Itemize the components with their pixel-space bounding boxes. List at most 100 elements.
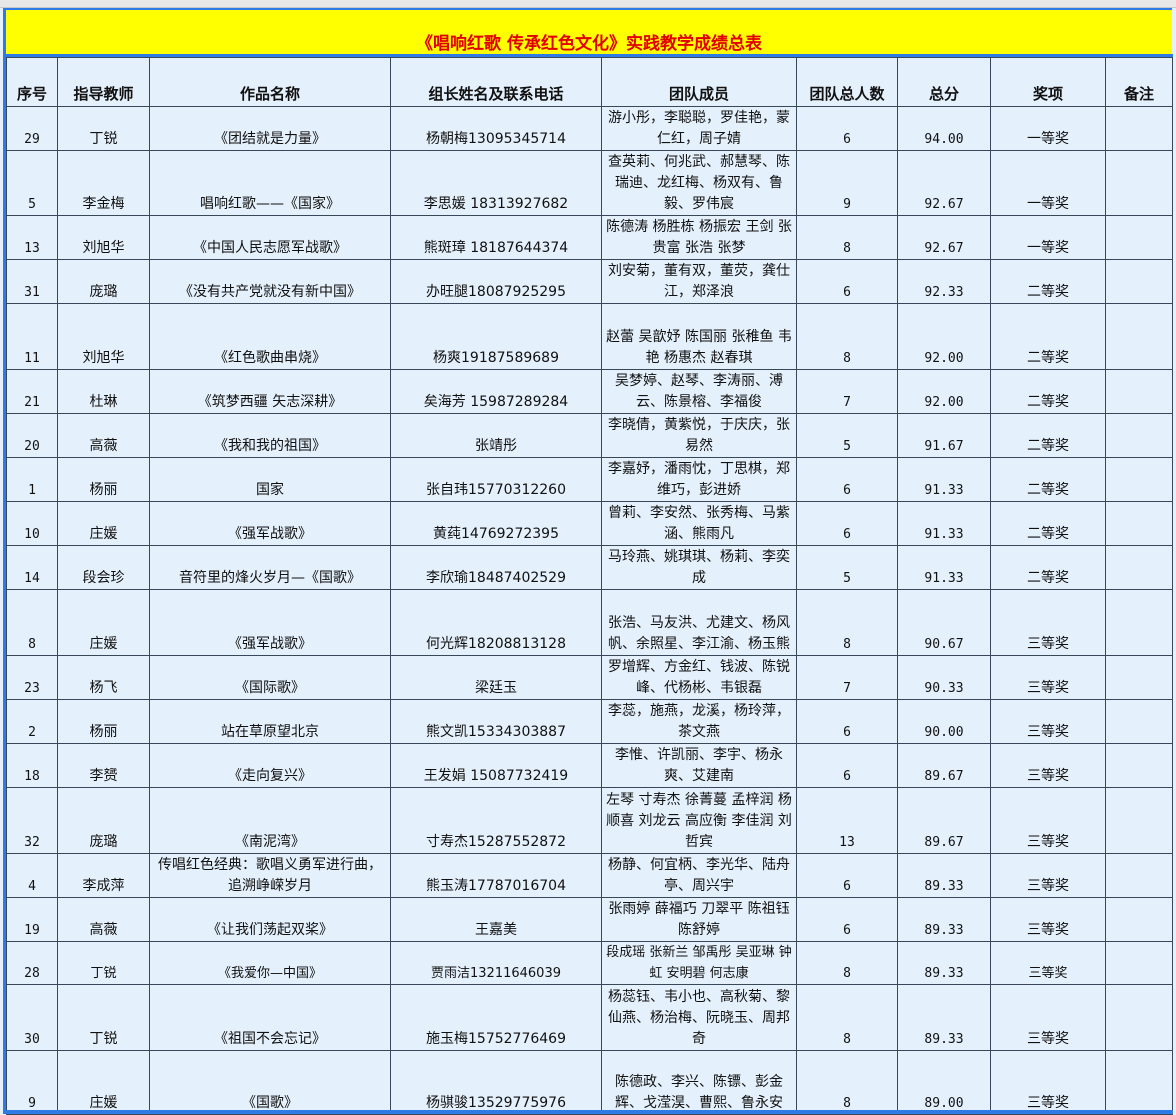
cell-no[interactable]: 28	[6, 941, 58, 985]
cell-teacher[interactable]: 高薇	[57, 897, 150, 942]
cell-score[interactable]: 92.67	[897, 215, 991, 260]
cell-note[interactable]	[1105, 106, 1173, 151]
cell-note[interactable]	[1105, 413, 1173, 458]
cell-members[interactable]: 马玲燕、姚琪琪、杨莉、李奕成	[601, 545, 797, 590]
cell-work[interactable]: 《我爱你—中国》	[149, 941, 391, 985]
cell-count[interactable]: 13	[796, 787, 898, 854]
cell-teacher[interactable]: 杨丽	[57, 699, 150, 744]
cell-work[interactable]: 唱响红歌——《国家》	[149, 150, 391, 216]
cell-teacher[interactable]: 刘旭华	[57, 303, 150, 370]
cell-leader[interactable]: 熊斑璋 18187644374	[390, 215, 602, 260]
cell-score[interactable]: 89.33	[897, 984, 991, 1051]
cell-count[interactable]: 9	[796, 150, 898, 216]
cell-note[interactable]	[1105, 743, 1173, 788]
cell-members[interactable]: 李嘉妤，潘雨忱，丁思棋，郑维巧，彭进娇	[601, 457, 797, 502]
cell-count[interactable]: 6	[796, 457, 898, 502]
cell-count[interactable]: 7	[796, 655, 898, 700]
cell-count[interactable]: 5	[796, 413, 898, 458]
cell-award[interactable]: 三等奖	[990, 1050, 1106, 1115]
cell-no[interactable]: 30	[6, 984, 58, 1051]
cell-no[interactable]: 23	[6, 655, 58, 700]
cell-leader[interactable]: 熊玉涛17787016704	[390, 853, 602, 898]
cell-no[interactable]: 4	[6, 853, 58, 898]
cell-work[interactable]: 音符里的烽火岁月—《国歌》	[149, 545, 391, 590]
cell-work[interactable]: 《筑梦西疆 矢志深耕》	[149, 369, 391, 414]
cell-leader[interactable]: 矣海芳 15987289284	[390, 369, 602, 414]
cell-members[interactable]: 赵蕾 吴歆妤 陈国丽 张稚鱼 韦艳 杨惠杰 赵春琪	[601, 303, 797, 370]
cell-note[interactable]	[1105, 853, 1173, 898]
cell-leader[interactable]: 李欣瑜18487402529	[390, 545, 602, 590]
cell-no[interactable]: 19	[6, 897, 58, 942]
cell-teacher[interactable]: 庄媛	[57, 589, 150, 656]
cell-note[interactable]	[1105, 545, 1173, 590]
cell-award[interactable]: 三等奖	[990, 655, 1106, 700]
cell-leader[interactable]: 李思媛 18313927682	[390, 150, 602, 216]
cell-leader[interactable]: 何光辉18208813128	[390, 589, 602, 656]
cell-teacher[interactable]: 李金梅	[57, 150, 150, 216]
cell-score[interactable]: 92.00	[897, 369, 991, 414]
cell-award[interactable]: 二等奖	[990, 545, 1106, 590]
header-award[interactable]: 奖项	[990, 57, 1106, 107]
cell-work[interactable]: 《国际歌》	[149, 655, 391, 700]
cell-members[interactable]: 杨静、何宜柄、李光华、陆舟亭、周兴宇	[601, 853, 797, 898]
cell-members[interactable]: 陈德涛 杨胜栋 杨振宏 王剑 张贵富 张浩 张梦	[601, 215, 797, 260]
cell-members[interactable]: 游小彤，李聪聪，罗佳艳，蒙仁红，周子婧	[601, 106, 797, 151]
cell-no[interactable]: 11	[6, 303, 58, 370]
cell-work[interactable]: 《让我们荡起双桨》	[149, 897, 391, 942]
cell-award[interactable]: 三等奖	[990, 853, 1106, 898]
cell-score[interactable]: 91.33	[897, 545, 991, 590]
cell-count[interactable]: 7	[796, 369, 898, 414]
cell-count[interactable]: 6	[796, 501, 898, 546]
header-note[interactable]: 备注	[1105, 57, 1173, 107]
cell-leader[interactable]: 王发娟 15087732419	[390, 743, 602, 788]
cell-no[interactable]: 21	[6, 369, 58, 414]
cell-members[interactable]: 罗增辉、方金红、钱波、陈锐峰、代杨彬、韦银磊	[601, 655, 797, 700]
cell-count[interactable]: 6	[796, 743, 898, 788]
cell-leader[interactable]: 施玉梅15752776469	[390, 984, 602, 1051]
cell-count[interactable]: 6	[796, 853, 898, 898]
cell-no[interactable]: 31	[6, 259, 58, 304]
cell-work[interactable]: 《红色歌曲串烧》	[149, 303, 391, 370]
cell-members[interactable]: 曾莉、李安然、张秀梅、马紫涵、熊雨凡	[601, 501, 797, 546]
cell-score[interactable]: 92.67	[897, 150, 991, 216]
cell-note[interactable]	[1105, 699, 1173, 744]
sheet-title[interactable]: 《唱响红歌 传承红色文化》实践教学成绩总表	[6, 10, 1172, 55]
cell-work[interactable]: 传唱红色经典：歌唱义勇军进行曲，追溯峥嵘岁月	[149, 853, 391, 898]
cell-work[interactable]: 站在草原望北京	[149, 699, 391, 744]
header-work[interactable]: 作品名称	[149, 57, 391, 107]
header-no[interactable]: 序号	[6, 57, 58, 107]
cell-teacher[interactable]: 庄媛	[57, 1050, 150, 1115]
cell-award[interactable]: 二等奖	[990, 259, 1106, 304]
cell-work[interactable]: 《国歌》	[149, 1050, 391, 1115]
cell-teacher[interactable]: 杨飞	[57, 655, 150, 700]
cell-award[interactable]: 一等奖	[990, 106, 1106, 151]
cell-members[interactable]: 李晓倩，黄紫悦，于庆庆，张易然	[601, 413, 797, 458]
cell-leader[interactable]: 杨爽19187589689	[390, 303, 602, 370]
cell-members[interactable]: 查英莉、何兆武、郝慧琴、陈瑞迪、龙红梅、杨双有、鲁毅、罗伟宸	[601, 150, 797, 216]
cell-score[interactable]: 91.33	[897, 457, 991, 502]
cell-teacher[interactable]: 李成萍	[57, 853, 150, 898]
cell-leader[interactable]: 杨朝梅13095345714	[390, 106, 602, 151]
header-teacher[interactable]: 指导教师	[57, 57, 150, 107]
cell-no[interactable]: 32	[6, 787, 58, 854]
header-score[interactable]: 总分	[897, 57, 991, 107]
cell-work[interactable]: 《没有共产党就没有新中国》	[149, 259, 391, 304]
cell-no[interactable]: 10	[6, 501, 58, 546]
cell-score[interactable]: 94.00	[897, 106, 991, 151]
cell-members[interactable]: 段成瑶 张新兰 邹禹彤 吴亚琳 钟虹 安明碧 何志康	[601, 941, 797, 985]
cell-note[interactable]	[1105, 897, 1173, 942]
cell-teacher[interactable]: 庞璐	[57, 787, 150, 854]
cell-count[interactable]: 5	[796, 545, 898, 590]
cell-teacher[interactable]: 高薇	[57, 413, 150, 458]
cell-no[interactable]: 14	[6, 545, 58, 590]
header-count[interactable]: 团队总人数	[796, 57, 898, 107]
cell-members[interactable]: 吴梦婷、赵琴、李涛丽、溥云、陈景榕、李福俊	[601, 369, 797, 414]
cell-award[interactable]: 三等奖	[990, 743, 1106, 788]
cell-award[interactable]: 三等奖	[990, 897, 1106, 942]
cell-award[interactable]: 三等奖	[990, 699, 1106, 744]
cell-award[interactable]: 二等奖	[990, 501, 1106, 546]
cell-teacher[interactable]: 丁锐	[57, 984, 150, 1051]
cell-award[interactable]: 二等奖	[990, 413, 1106, 458]
cell-score[interactable]: 89.33	[897, 853, 991, 898]
cell-work[interactable]: 《南泥湾》	[149, 787, 391, 854]
